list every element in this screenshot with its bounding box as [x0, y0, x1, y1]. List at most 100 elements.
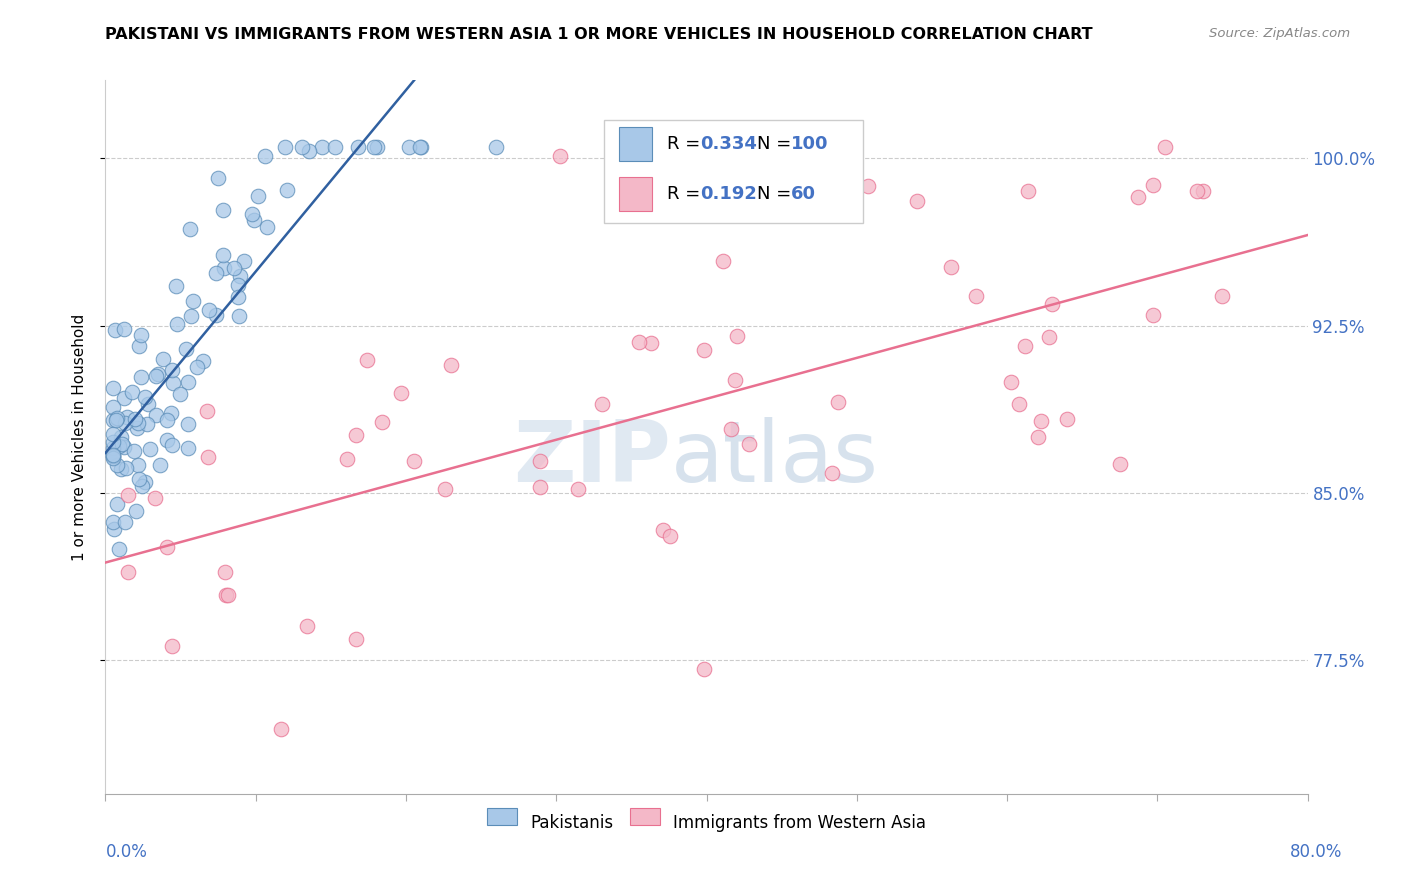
- Point: [939, 260, 962, 274]
- Point: [548, 149, 571, 163]
- Text: 0.334: 0.334: [700, 135, 758, 153]
- Point: [101, 449, 124, 463]
- Text: R =: R =: [666, 185, 706, 202]
- Point: [180, 309, 202, 323]
- Point: [145, 409, 167, 423]
- Point: [198, 302, 221, 317]
- Point: [101, 515, 124, 529]
- Text: 0.192: 0.192: [700, 185, 758, 202]
- Point: [246, 189, 269, 203]
- Point: [371, 415, 394, 429]
- Point: [529, 453, 551, 467]
- Point: [567, 482, 589, 496]
- Point: [652, 523, 675, 537]
- Point: [1040, 297, 1063, 311]
- Point: [156, 433, 179, 447]
- Point: [160, 363, 183, 377]
- Point: [233, 253, 256, 268]
- Point: [129, 327, 152, 342]
- Point: [159, 406, 181, 420]
- Point: [112, 391, 135, 405]
- Point: [145, 491, 167, 505]
- Point: [658, 529, 681, 543]
- Point: [1031, 413, 1053, 427]
- Point: [101, 427, 124, 442]
- Point: [323, 140, 346, 154]
- Point: [212, 248, 235, 262]
- Point: [693, 662, 716, 676]
- Point: [1142, 308, 1164, 322]
- Point: [162, 640, 184, 654]
- Point: [101, 434, 124, 449]
- Point: [224, 261, 246, 276]
- Point: [111, 437, 134, 451]
- Point: [1038, 330, 1060, 344]
- Point: [112, 322, 135, 336]
- Point: [821, 466, 844, 480]
- Point: [139, 442, 162, 456]
- Point: [1008, 397, 1031, 411]
- Point: [1128, 190, 1150, 204]
- Point: [627, 335, 650, 350]
- Point: [404, 453, 426, 467]
- Point: [146, 368, 169, 382]
- Point: [720, 422, 742, 436]
- Point: [117, 488, 139, 502]
- Point: [105, 458, 128, 473]
- Point: [162, 376, 184, 390]
- Point: [1000, 375, 1022, 389]
- Point: [243, 213, 266, 227]
- Point: [105, 411, 128, 425]
- Point: [1056, 411, 1078, 425]
- Point: [125, 503, 148, 517]
- Point: [411, 140, 433, 154]
- Point: [101, 450, 124, 464]
- Text: Source: ZipAtlas.com: Source: ZipAtlas.com: [1209, 27, 1350, 40]
- Point: [197, 450, 219, 464]
- Point: [103, 522, 125, 536]
- Point: [409, 140, 432, 154]
- Point: [591, 397, 613, 411]
- Point: [356, 352, 378, 367]
- Bar: [619, 127, 652, 161]
- Point: [212, 202, 235, 217]
- Point: [1153, 140, 1175, 154]
- Point: [177, 442, 200, 456]
- Point: [827, 395, 849, 409]
- Point: [366, 140, 388, 154]
- Point: [1192, 184, 1215, 198]
- Point: [1108, 457, 1130, 471]
- FancyBboxPatch shape: [605, 120, 863, 223]
- Point: [228, 278, 250, 293]
- Point: [156, 540, 179, 554]
- Point: [124, 411, 146, 425]
- Text: N =: N =: [756, 185, 797, 202]
- Point: [134, 475, 156, 489]
- Point: [485, 140, 508, 154]
- Point: [346, 428, 368, 442]
- Point: [640, 336, 662, 351]
- Bar: [619, 177, 652, 211]
- Point: [114, 516, 136, 530]
- Point: [725, 328, 748, 343]
- Point: [122, 444, 145, 458]
- Text: 80.0%: 80.0%: [1291, 843, 1343, 861]
- Point: [110, 430, 132, 444]
- Point: [128, 339, 150, 353]
- Point: [145, 368, 167, 383]
- Point: [101, 413, 124, 427]
- Point: [165, 278, 187, 293]
- Point: [297, 144, 319, 158]
- Point: [1017, 184, 1039, 198]
- Point: [965, 289, 987, 303]
- Point: [856, 178, 879, 193]
- Point: [129, 370, 152, 384]
- Legend: Pakistanis, Immigrants from Western Asia: Pakistanis, Immigrants from Western Asia: [479, 807, 934, 839]
- Point: [440, 358, 463, 372]
- Point: [177, 375, 200, 389]
- Point: [131, 479, 153, 493]
- Point: [108, 438, 131, 452]
- Point: [114, 460, 136, 475]
- Point: [101, 381, 124, 395]
- Point: [149, 458, 172, 473]
